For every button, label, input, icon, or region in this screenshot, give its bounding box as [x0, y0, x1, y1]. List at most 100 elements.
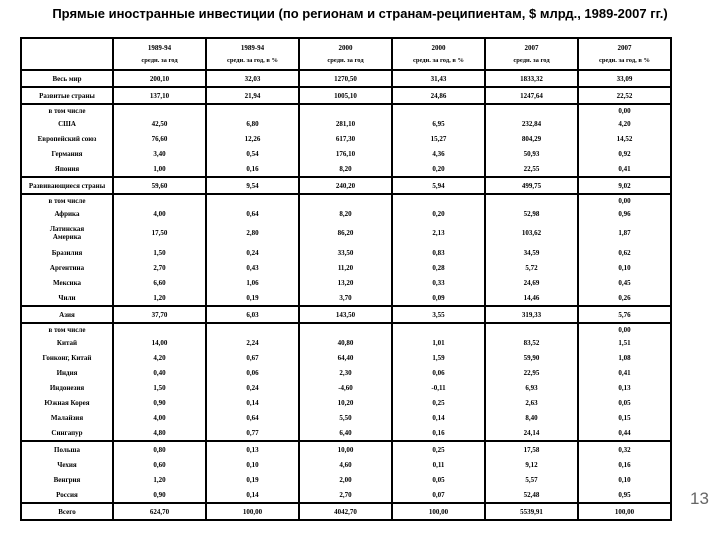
value-cell [391, 104, 486, 116]
value-cell: 2,70 [112, 260, 207, 275]
value-cell: 0,80 [112, 441, 207, 457]
value-cell: 0,00 [577, 194, 672, 206]
value-cell: 64,40 [298, 350, 393, 365]
value-cell: 0,44 [577, 425, 672, 442]
value-cell: 4,00 [112, 410, 207, 425]
column-header: 1989-94 средн. за год [112, 38, 207, 71]
value-cell: 0,43 [205, 260, 300, 275]
value-cell [391, 323, 486, 335]
table-row: Япония 1,00 0,16 8,20 0,20 22,55 0,41 [20, 161, 672, 178]
page-number: 13 [690, 489, 709, 508]
column-header: 2000 средн. за год [298, 38, 393, 71]
value-cell: 4,80 [112, 425, 207, 442]
value-cell: 2,70 [298, 487, 393, 504]
value-cell: 137,10 [112, 87, 207, 105]
value-cell [484, 104, 579, 116]
value-cell: 0,10 [577, 472, 672, 487]
value-cell: 1,51 [577, 335, 672, 350]
value-cell: 1,06 [205, 275, 300, 290]
table-row: Весь мир 200,10 32,03 1270,50 31,43 1833,32 33… [20, 70, 672, 88]
value-cell [112, 323, 207, 335]
value-cell: 0,83 [391, 245, 486, 260]
value-cell: 0,19 [205, 472, 300, 487]
value-cell: 8,20 [298, 161, 393, 178]
row-label: Чехия [20, 457, 114, 472]
value-cell: 3,70 [298, 290, 393, 307]
row-label: Аргентина [20, 260, 114, 275]
value-cell: 319,33 [484, 306, 579, 324]
table-row: Малайзия 4,00 0,64 5,50 0,14 8,40 0,15 [20, 410, 672, 425]
value-cell: 0,16 [391, 425, 486, 442]
value-cell: 0,10 [577, 260, 672, 275]
row-label: Япония [20, 161, 114, 178]
value-cell: 176,10 [298, 146, 393, 161]
value-cell: 4,36 [391, 146, 486, 161]
value-cell: 2,63 [484, 395, 579, 410]
value-cell: 1270,50 [298, 70, 393, 88]
value-cell: 0,14 [205, 395, 300, 410]
row-label: Бразилия [20, 245, 114, 260]
value-cell: 232,84 [484, 116, 579, 131]
value-cell [205, 194, 300, 206]
row-label: Индия [20, 365, 114, 380]
column-header: 2007 средн. за год [484, 38, 579, 71]
value-cell: -4,60 [298, 380, 393, 395]
value-cell: 14,00 [112, 335, 207, 350]
value-cell: 499,75 [484, 177, 579, 195]
value-cell: 24,14 [484, 425, 579, 442]
value-cell: 2,00 [298, 472, 393, 487]
value-cell: 0,77 [205, 425, 300, 442]
value-cell: 4042,70 [298, 503, 393, 520]
table-row: Аргентина 2,70 0,43 11,20 0,28 5,72 0,10 [20, 260, 672, 275]
value-cell [112, 194, 207, 206]
value-cell: 14,46 [484, 290, 579, 307]
value-cell: 240,20 [298, 177, 393, 195]
value-cell: 86,20 [298, 221, 393, 245]
value-cell: 1,08 [577, 350, 672, 365]
value-cell: 0,25 [391, 395, 486, 410]
value-cell: 6,40 [298, 425, 393, 442]
value-cell: 37,70 [112, 306, 207, 324]
value-cell: 59,90 [484, 350, 579, 365]
row-label: Венгрия [20, 472, 114, 487]
value-cell: 22,52 [577, 87, 672, 105]
row-label: Сингапур [20, 425, 114, 442]
value-cell: 0,20 [391, 161, 486, 178]
column-header: 1989-94 средн. за год, в % [205, 38, 300, 71]
table-row: Чили 1,20 0,19 3,70 0,09 14,46 0,26 [20, 290, 672, 307]
value-cell: 1833,32 [484, 70, 579, 88]
value-cell: 0,96 [577, 206, 672, 221]
table-row: в том числе 0,00 [20, 323, 672, 335]
table-row: Мексика 6,60 1,06 13,20 0,33 24,69 0,45 [20, 275, 672, 290]
row-label: Весь мир [20, 70, 114, 88]
row-label: Россия [20, 487, 114, 504]
row-label: Развивающиеся страны [20, 177, 114, 195]
table-row: Развивающиеся страны 59,60 9,54 240,20 5,94 4… [20, 177, 672, 195]
value-cell: 2,24 [205, 335, 300, 350]
table-row: Европейский союз 76,60 12,26 617,30 15,27 804… [20, 131, 672, 146]
row-label: Африка [20, 206, 114, 221]
value-cell: 9,54 [205, 177, 300, 195]
value-cell: 0,54 [205, 146, 300, 161]
value-cell: 0,06 [205, 365, 300, 380]
value-cell: 8,20 [298, 206, 393, 221]
table-row: Польша 0,80 0,13 10,00 0,25 17,58 0,32 [20, 441, 672, 457]
row-label: Германия [20, 146, 114, 161]
table-row: Латинская Америка 17,50 2,80 86,20 2,13 103,6… [20, 221, 672, 245]
value-cell: 0,14 [391, 410, 486, 425]
value-cell: 2,30 [298, 365, 393, 380]
value-cell [391, 194, 486, 206]
value-cell [484, 194, 579, 206]
table-row: Чехия 0,60 0,10 4,60 0,11 9,12 0,16 [20, 457, 672, 472]
value-cell: 0,40 [112, 365, 207, 380]
value-cell: 6,95 [391, 116, 486, 131]
table-row: Бразилия 1,50 0,24 33,50 0,83 34,59 0,62 [20, 245, 672, 260]
value-cell: 0,60 [112, 457, 207, 472]
value-cell: 3,55 [391, 306, 486, 324]
table-row: Азия 37,70 6,03 143,50 3,55 319,33 5,76 [20, 306, 672, 324]
value-cell: 33,09 [577, 70, 672, 88]
value-cell: 15,27 [391, 131, 486, 146]
value-cell: 33,50 [298, 245, 393, 260]
value-cell: 0,95 [577, 487, 672, 504]
